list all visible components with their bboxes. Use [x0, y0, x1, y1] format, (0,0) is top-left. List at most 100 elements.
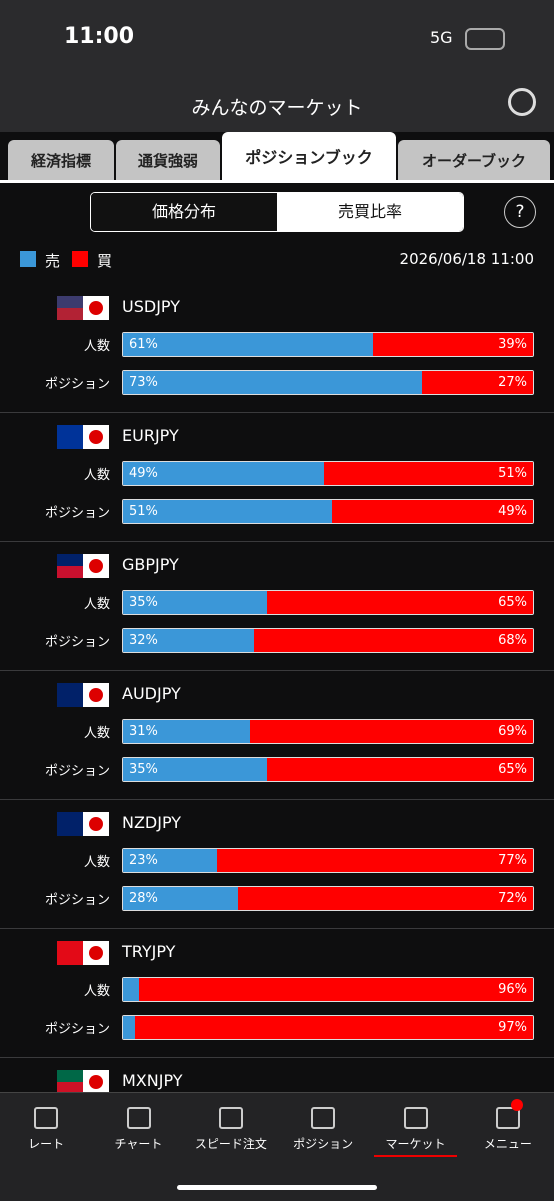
- row-label: 人数: [83, 468, 110, 483]
- legend-sell: 売: [45, 252, 61, 270]
- sell-bar: [123, 758, 267, 781]
- nav-label[interactable]: レート: [28, 1137, 65, 1151]
- sell-bar: [123, 887, 238, 910]
- buy-bar: [332, 500, 533, 523]
- sell-bar: [123, 500, 333, 523]
- sell-bar: [123, 978, 140, 1001]
- separator: [0, 412, 554, 413]
- flag: [57, 812, 109, 836]
- nav-label[interactable]: メニュー: [483, 1137, 532, 1151]
- separator: [0, 670, 554, 671]
- buy-bar: [139, 978, 533, 1001]
- nav-active: [374, 1155, 457, 1157]
- tab[interactable]: 通貨強弱: [116, 140, 220, 180]
- flag-jp: [83, 296, 109, 320]
- flag-jp: [83, 941, 109, 965]
- pair-name: GBPJPY: [122, 555, 179, 574]
- sell-bar: [123, 720, 251, 743]
- row-label: ポジション: [44, 635, 110, 650]
- sell-bar: [123, 371, 423, 394]
- ratio-bar: 73% 27%: [122, 370, 534, 395]
- timestamp: 2026/06/18 11:00: [399, 250, 534, 268]
- tab-underline: [0, 180, 554, 183]
- notification-dot: [510, 1099, 523, 1111]
- sell-bar: [123, 849, 218, 872]
- flag-base: [57, 296, 83, 320]
- buy-bar: [135, 1016, 533, 1039]
- toggle-option[interactable]: 価格分布: [91, 193, 277, 231]
- separator: [0, 928, 554, 929]
- bottom-nav: レート チャート スピード注文 ポジション マーケット メニュー: [0, 1092, 554, 1201]
- buy-bar: [217, 849, 533, 872]
- nav-label[interactable]: ポジション: [293, 1137, 354, 1151]
- nav-icon[interactable]: [311, 1107, 336, 1129]
- row-label: 人数: [83, 855, 110, 870]
- flag-jp: [83, 812, 109, 836]
- sell-label: 32%: [129, 633, 158, 648]
- legend-buy: 買: [97, 252, 113, 270]
- sell-label: 31%: [129, 724, 158, 739]
- flag: [57, 683, 109, 707]
- tab[interactable]: オーダーブック: [398, 140, 550, 180]
- home-indicator: [177, 1185, 377, 1190]
- ratio-bar: 35% 65%: [122, 757, 534, 782]
- flag: [57, 425, 109, 449]
- nav-icon[interactable]: [403, 1107, 428, 1129]
- buy-label: 96%: [498, 982, 527, 997]
- buy-label: 69%: [498, 724, 527, 739]
- buy-bar: [373, 333, 533, 356]
- sell-label: 61%: [129, 337, 158, 352]
- sell-label: 73%: [129, 375, 158, 390]
- buy-bar: [250, 720, 533, 743]
- flag: [57, 554, 109, 578]
- row-label: ポジション: [44, 764, 110, 779]
- buy-bar: [323, 462, 533, 485]
- nav-icon[interactable]: [495, 1107, 520, 1129]
- battery: [465, 28, 505, 50]
- ratio-bar: 97%: [122, 1015, 534, 1040]
- nav-icon[interactable]: [34, 1107, 59, 1129]
- flag-jp-sun: [89, 817, 103, 831]
- header-title: みんなのマーケット: [191, 97, 363, 119]
- flag-jp-sun: [89, 301, 103, 315]
- toggle-option[interactable]: 売買比率: [277, 193, 463, 231]
- nav-icon[interactable]: [126, 1107, 151, 1129]
- flag-jp-sun: [89, 688, 103, 702]
- sell-bar: [123, 591, 267, 614]
- flag-jp: [83, 683, 109, 707]
- sell-bar: [123, 333, 374, 356]
- buy-label: 65%: [498, 595, 527, 610]
- status-network: 5G: [430, 28, 453, 47]
- sell-label: 23%: [129, 853, 158, 868]
- row-label: 人数: [83, 339, 110, 354]
- nav-label[interactable]: チャート: [114, 1137, 163, 1151]
- buy-label: 72%: [498, 891, 527, 906]
- buy-bar: [266, 591, 533, 614]
- row-label: ポジション: [44, 893, 110, 908]
- sell-bar: [123, 1016, 136, 1039]
- flag-jp-sun: [89, 559, 103, 573]
- ratio-bar: 32% 68%: [122, 628, 534, 653]
- ratio-bar: 49% 51%: [122, 461, 534, 486]
- ratio-bar: 28% 72%: [122, 886, 534, 911]
- help-button[interactable]: ?: [504, 196, 536, 228]
- row-label: 人数: [83, 597, 110, 612]
- tab[interactable]: ポジションブック: [222, 132, 396, 180]
- settings-button[interactable]: [508, 88, 536, 116]
- buy-label: 27%: [498, 375, 527, 390]
- pair-name: TRYJPY: [122, 942, 176, 961]
- nav-icon[interactable]: [218, 1107, 243, 1129]
- toggle: 価格分布 売買比率: [90, 192, 464, 232]
- buy-bar: [254, 629, 533, 652]
- buy-label: 39%: [498, 337, 527, 352]
- ratio-bar: 61% 39%: [122, 332, 534, 357]
- pair-name: NZDJPY: [122, 813, 182, 832]
- separator: [0, 1057, 554, 1058]
- flag-base: [57, 812, 83, 836]
- sell-bar: [123, 629, 255, 652]
- flag-base: [57, 1070, 83, 1094]
- nav-label[interactable]: マーケット: [385, 1137, 446, 1151]
- sell-label: 51%: [129, 504, 158, 519]
- nav-label[interactable]: スピード注文: [194, 1137, 267, 1151]
- tab[interactable]: 経済指標: [8, 140, 114, 180]
